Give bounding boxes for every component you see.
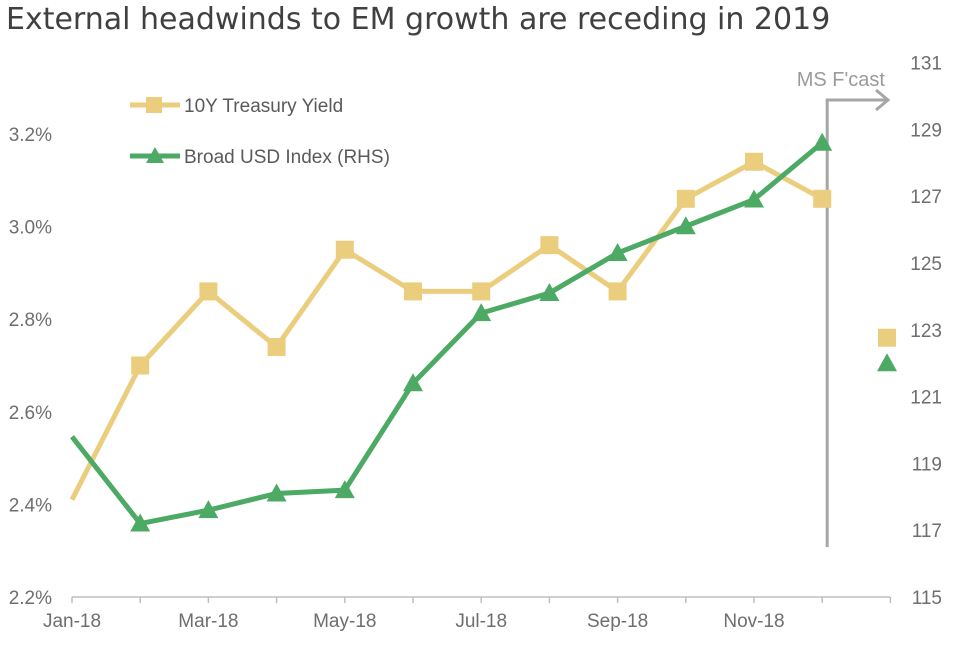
data-point-usd-index [198, 500, 219, 519]
data-point-usd-index [403, 373, 423, 392]
data-point-usd-index [266, 483, 287, 502]
data-point-treasury-yield [404, 282, 422, 301]
series-line-usd-index [70, 140, 824, 527]
legend-label: 10Y Treasury Yield [184, 96, 343, 117]
data-point-treasury-yield [813, 189, 832, 208]
data-point-treasury-yield [267, 337, 286, 356]
x-tick-label: Sep-18 [587, 611, 648, 632]
data-point-usd-index [130, 513, 151, 532]
y-left-tick-label: 2.2% [9, 588, 52, 609]
y-right-tick-label: 127 [910, 187, 942, 208]
axis-layer: Jan-18 Mar-18 May-18 Jul-18 Sep-18 Nov-18 2.2%… [9, 54, 942, 632]
x-tick-label: Mar-18 [178, 611, 238, 632]
data-point-treasury-yield [608, 282, 627, 301]
legend-swatch-marker [146, 97, 162, 113]
legend-label: Broad USD Index (RHS) [184, 147, 390, 168]
chart-title: External headwinds to EM growth are rece… [6, 2, 831, 37]
data-point-treasury-yield [199, 282, 218, 301]
y-right-tick-label: 129 [910, 120, 942, 141]
y-right-tick-label: 123 [910, 321, 942, 342]
data-point-treasury-yield [131, 356, 150, 375]
data-point-usd-index [334, 480, 355, 499]
data-point-treasury-yield [540, 236, 559, 255]
series-layer [69, 132, 897, 532]
y-right-tick-label: 131 [910, 54, 942, 75]
forecast-annotation: MS F'cast [797, 69, 891, 547]
forecast-arrow-head [875, 88, 891, 112]
series-line-treasury-yield [69, 159, 824, 501]
y-left-tick-label: 2.4% [9, 495, 52, 516]
data-point-treasury-yield [472, 282, 491, 301]
y-left-tick-label: 3.0% [9, 218, 52, 239]
data-point-treasury-yield [676, 189, 695, 208]
y-left-tick-label: 2.8% [9, 310, 52, 331]
forecast-point-usd-index [877, 353, 897, 372]
legend: 10Y Treasury Yield Broad USD Index (RHS) [130, 96, 390, 168]
y-left-tick-label: 3.2% [9, 125, 52, 146]
forecast-point-treasury-yield [878, 328, 896, 347]
data-point-usd-index [607, 242, 628, 261]
data-point-usd-index [744, 189, 764, 208]
legend-swatch-marker [146, 147, 164, 163]
y-right-tick-label: 121 [910, 388, 942, 409]
data-point-treasury-yield [745, 152, 763, 171]
x-tick-label: Nov-18 [723, 611, 784, 632]
y-right-tick-label: 125 [910, 254, 942, 275]
y-right-tick-label: 117 [912, 521, 942, 542]
y-right-tick-label: 115 [912, 588, 942, 609]
y-left-tick-label: 2.6% [9, 403, 52, 424]
x-tick-label: Jul-18 [455, 611, 507, 632]
forecast-label: MS F'cast [797, 69, 886, 91]
data-point-treasury-yield [335, 240, 354, 259]
x-tick-label: Jan-18 [43, 611, 101, 632]
x-tick-label: May-18 [313, 611, 376, 632]
data-point-usd-index [539, 283, 560, 302]
data-point-usd-index [812, 132, 833, 151]
data-point-usd-index [471, 303, 492, 322]
data-point-usd-index [675, 216, 696, 235]
y-right-tick-label: 119 [912, 454, 942, 475]
